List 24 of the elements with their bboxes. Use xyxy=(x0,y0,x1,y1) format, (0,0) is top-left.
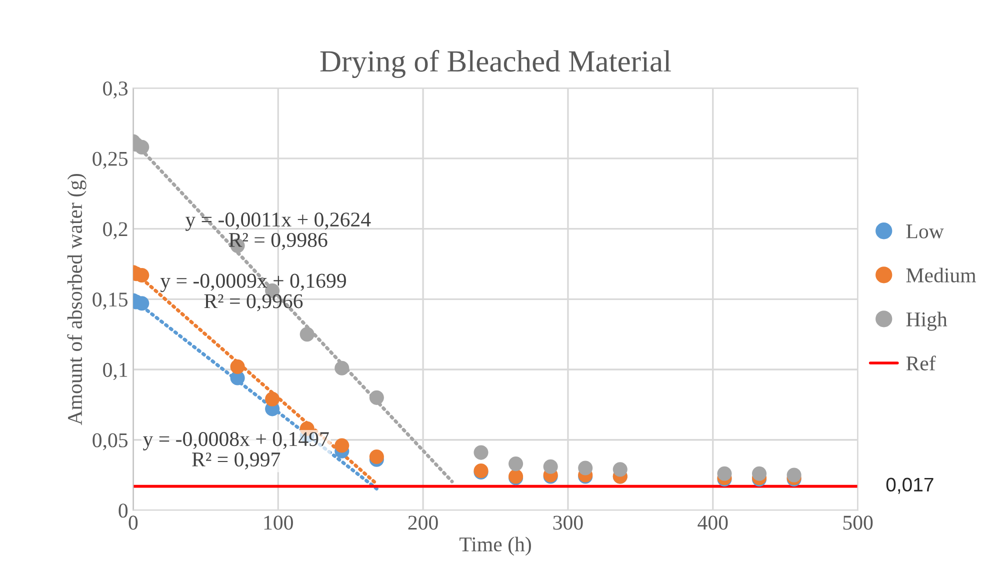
y-tick-label: 0 xyxy=(118,504,128,518)
y-tick-label: 0,25 xyxy=(92,152,128,169)
annotation: 0,017 xyxy=(886,478,934,494)
legend-label: Medium xyxy=(906,268,976,282)
x-tick-label: 100 xyxy=(264,516,293,530)
annotation: y = -0,0011x + 0,2624 R² = 0,9986 xyxy=(185,212,371,250)
y-tick-label: 0,1 xyxy=(103,362,128,380)
y-tick-label: 0,3 xyxy=(103,81,128,99)
y-tick-label: 0,2 xyxy=(103,222,128,240)
x-tick-label: 0 xyxy=(128,516,138,530)
y-tick-label: 0,15 xyxy=(92,292,128,310)
x-tick-label: 500 xyxy=(843,516,873,530)
legend-label: Ref xyxy=(906,356,936,370)
x-tick-label: 300 xyxy=(553,516,583,530)
annotation: y = -0,0009x + 0,1699 R² = 0,9966 xyxy=(160,274,346,312)
x-tick-label: 400 xyxy=(698,516,728,530)
y-axis-title: Amount of absorbed water (g) xyxy=(67,174,86,426)
y-tick-label: 0,05 xyxy=(92,433,128,450)
chart-title: Drying of Bleached Material xyxy=(320,50,671,78)
x-tick-label: 200 xyxy=(408,516,438,530)
annotation: y = -0,0008x + 0,1497 R² = 0,997 xyxy=(143,432,329,470)
x-axis-title: Time (h) xyxy=(460,536,531,556)
legend-label: High xyxy=(906,312,948,331)
legend-label: Low xyxy=(906,224,944,238)
